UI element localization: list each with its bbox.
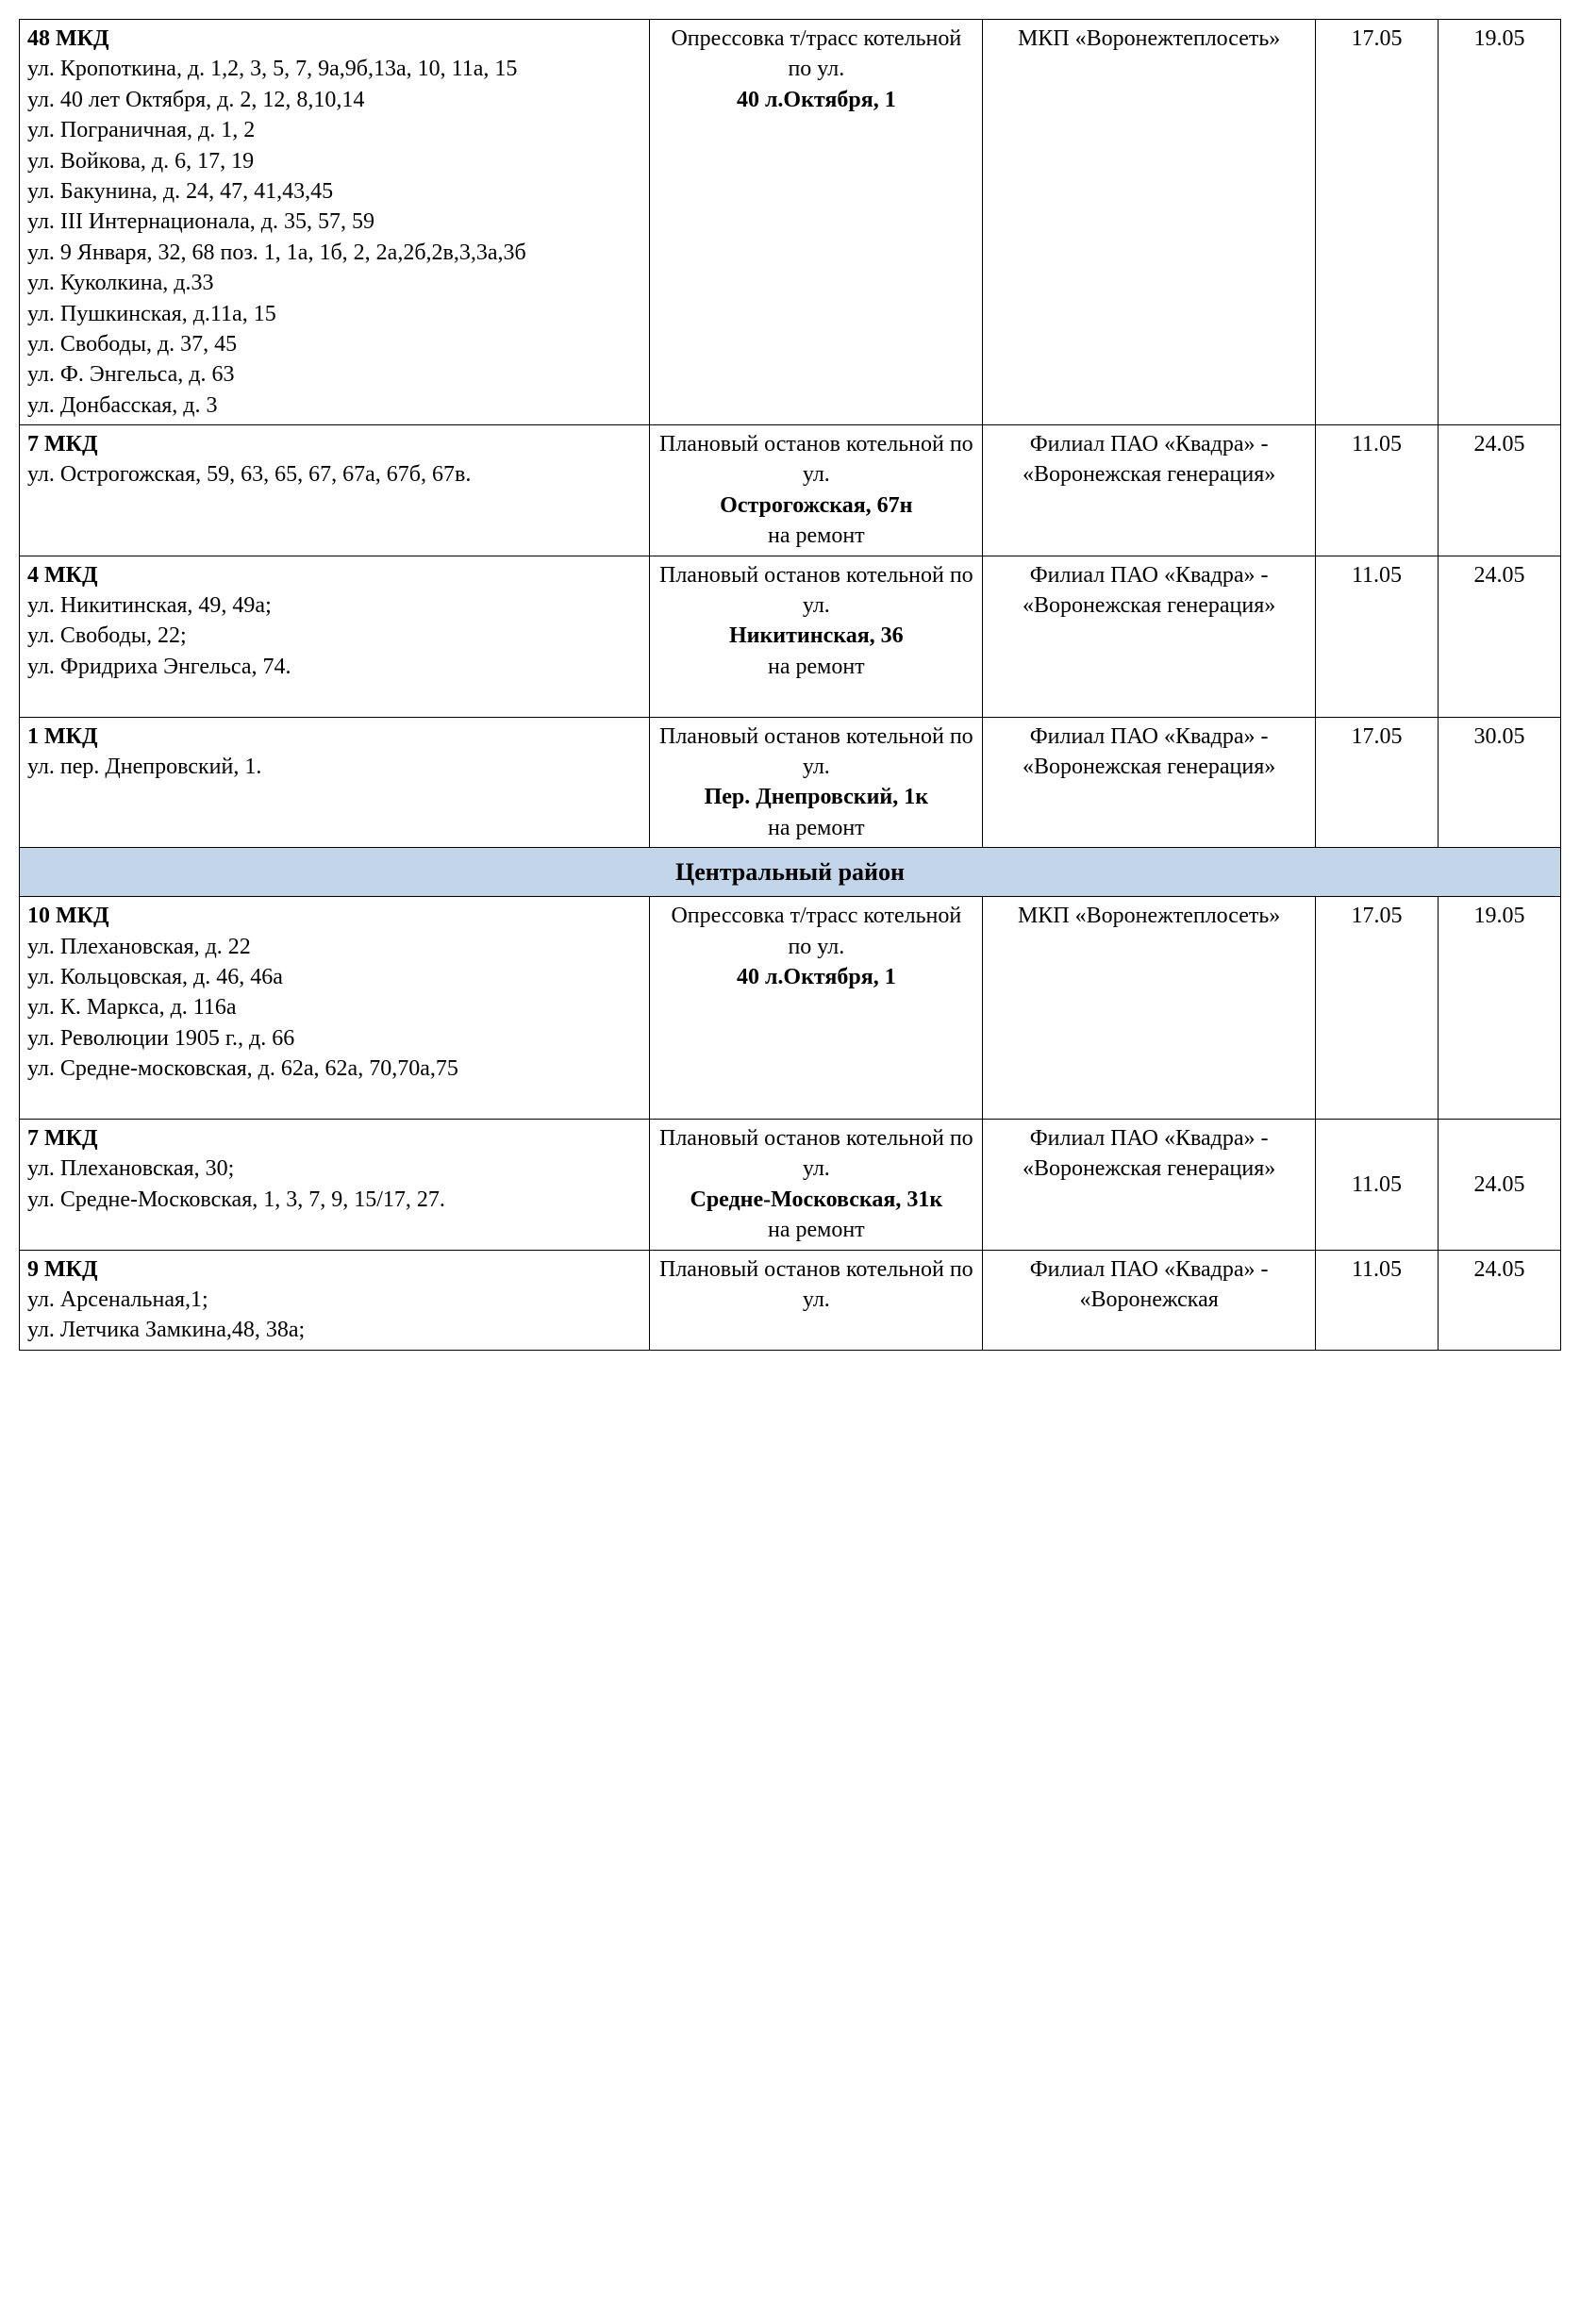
work-before: Плановый останов котельной по ул. <box>657 429 974 490</box>
date-end-cell: 24.05 <box>1438 1250 1560 1350</box>
table-row: 7 МКДул. Острогожская, 59, 63, 65, 67, 6… <box>20 425 1561 556</box>
work-after: на ремонт <box>657 813 974 843</box>
section-header-cell: Центральный район <box>20 848 1561 897</box>
table-row: 1 МКДул. пер. Днепровский, 1. Плановый о… <box>20 717 1561 848</box>
org-cell: Филиал ПАО «Квадра» - «Воронежская генер… <box>983 1119 1316 1250</box>
work-cell: Плановый останов котельной по ул.Острого… <box>650 425 983 556</box>
address-line: ул. Фридриха Энгельса, 74. <box>27 652 641 682</box>
address-padding <box>27 490 641 521</box>
table-row: 4 МКДул. Никитинская, 49, 49а;ул. Свобод… <box>20 556 1561 717</box>
table-row: 7 МКДул. Плехановская, 30;ул. Средне-Мос… <box>20 1119 1561 1250</box>
work-bold: Никитинская, 36 <box>657 621 974 651</box>
address-line: ул. К. Маркса, д. 116а <box>27 992 641 1022</box>
address-cell: 10 МКДул. Плехановская, д. 22ул. Кольцов… <box>20 897 650 1120</box>
date-start-cell: 11.05 <box>1316 425 1439 556</box>
address-line: ул. 9 Января, 32, 68 поз. 1, 1а, 1б, 2, … <box>27 238 641 268</box>
address-line: ул. Средне-московская, д. 62а, 62а, 70,7… <box>27 1054 641 1084</box>
address-cell: 48 МКДул. Кропоткина, д. 1,2, 3, 5, 7, 9… <box>20 20 650 425</box>
address-line: ул. Кропоткина, д. 1,2, 3, 5, 7, 9а,9б,1… <box>27 54 641 84</box>
date-end-cell: 19.05 <box>1438 897 1560 1120</box>
address-cell: 9 МКДул. Арсенальная,1;ул. Летчика Замки… <box>20 1250 650 1350</box>
address-line: ул. III Интернационала, д. 35, 57, 59 <box>27 207 641 237</box>
work-bold: Пер. Днепровский, 1к <box>657 782 974 812</box>
table-row: 10 МКДул. Плехановская, д. 22ул. Кольцов… <box>20 897 1561 1120</box>
address-title: 7 МКД <box>27 429 641 459</box>
address-line: ул. Плехановская, д. 22 <box>27 932 641 962</box>
table-row: 9 МКДул. Арсенальная,1;ул. Летчика Замки… <box>20 1250 1561 1350</box>
date-start-cell: 17.05 <box>1316 20 1439 425</box>
address-title: 1 МКД <box>27 722 641 752</box>
address-line: ул. Революции 1905 г., д. 66 <box>27 1023 641 1054</box>
work-cell: Плановый останов котельной по ул. <box>650 1250 983 1350</box>
address-title: 7 МКД <box>27 1123 641 1154</box>
work-bold: 40 л.Октября, 1 <box>657 85 974 115</box>
date-start-cell: 11.05 <box>1316 1119 1439 1250</box>
date-start-cell: 17.05 <box>1316 897 1439 1120</box>
address-line: ул. пер. Днепровский, 1. <box>27 752 641 782</box>
work-cell: Опрессовка т/трасс котельной по ул.40 л.… <box>650 897 983 1120</box>
address-title: 10 МКД <box>27 901 641 931</box>
address-line: ул. Донбасская, д. 3 <box>27 390 641 421</box>
address-line: ул. Острогожская, 59, 63, 65, 67, 67а, 6… <box>27 459 641 490</box>
address-line: ул. Пушкинская, д.11а, 15 <box>27 299 641 329</box>
work-before: Плановый останов котельной по ул. <box>657 722 974 783</box>
org-cell: Филиал ПАО «Квадра» - «Воронежская генер… <box>983 425 1316 556</box>
date-end-cell: 30.05 <box>1438 717 1560 848</box>
address-line: ул. Куколкина, д.33 <box>27 268 641 298</box>
address-line: ул. Арсенальная,1; <box>27 1285 641 1315</box>
address-line: ул. Пограничная, д. 1, 2 <box>27 115 641 145</box>
schedule-table: 48 МКДул. Кропоткина, д. 1,2, 3, 5, 7, 9… <box>19 19 1561 1351</box>
date-end-cell: 24.05 <box>1438 556 1560 717</box>
section-header-row: Центральный район <box>20 848 1561 897</box>
address-line: ул. Летчика Замкина,48, 38а; <box>27 1315 641 1345</box>
address-line: ул. Свободы, 22; <box>27 621 641 651</box>
date-end-cell: 19.05 <box>1438 20 1560 425</box>
work-after: на ремонт <box>657 652 974 682</box>
work-before: Плановый останов котельной по ул. <box>657 1254 974 1316</box>
work-cell: Плановый останов котельной по ул.Средне-… <box>650 1119 983 1250</box>
address-line: ул. Плехановская, 30; <box>27 1154 641 1184</box>
date-end-cell: 24.05 <box>1438 1119 1560 1250</box>
work-bold: Острогожская, 67н <box>657 490 974 521</box>
address-cell: 1 МКДул. пер. Днепровский, 1. <box>20 717 650 848</box>
date-start-cell: 11.05 <box>1316 556 1439 717</box>
org-cell: МКП «Воронежтеплосеть» <box>983 897 1316 1120</box>
work-before: Плановый останов котельной по ул. <box>657 560 974 622</box>
address-line: ул. Кольцовская, д. 46, 46а <box>27 962 641 992</box>
address-cell: 4 МКДул. Никитинская, 49, 49а;ул. Свобод… <box>20 556 650 717</box>
table-row: 48 МКДул. Кропоткина, д. 1,2, 3, 5, 7, 9… <box>20 20 1561 425</box>
org-cell: Филиал ПАО «Квадра» - «Воронежская <box>983 1250 1316 1350</box>
address-padding <box>27 782 641 812</box>
org-cell: Филиал ПАО «Квадра» - «Воронежская генер… <box>983 717 1316 848</box>
work-bold: Средне-Московская, 31к <box>657 1185 974 1215</box>
date-end-cell: 24.05 <box>1438 425 1560 556</box>
org-cell: Филиал ПАО «Квадра» - «Воронежская генер… <box>983 556 1316 717</box>
work-before: Плановый останов котельной по ул. <box>657 1123 974 1185</box>
work-after: на ремонт <box>657 1215 974 1245</box>
address-line: ул. 40 лет Октября, д. 2, 12, 8,10,14 <box>27 85 641 115</box>
address-line: ул. Войкова, д. 6, 17, 19 <box>27 146 641 176</box>
address-line: ул. Свободы, д. 37, 45 <box>27 329 641 359</box>
date-start-cell: 17.05 <box>1316 717 1439 848</box>
work-before: Опрессовка т/трасс котельной по ул. <box>657 901 974 962</box>
work-cell: Опрессовка т/трасс котельной по ул.40 л.… <box>650 20 983 425</box>
address-title: 9 МКД <box>27 1254 641 1285</box>
address-line: ул. Бакунина, д. 24, 47, 41,43,45 <box>27 176 641 207</box>
address-padding <box>27 1085 641 1115</box>
address-line: ул. Средне-Московская, 1, 3, 7, 9, 15/17… <box>27 1185 641 1215</box>
org-cell: МКП «Воронежтеплосеть» <box>983 20 1316 425</box>
address-cell: 7 МКДул. Плехановская, 30;ул. Средне-Мос… <box>20 1119 650 1250</box>
work-after: на ремонт <box>657 521 974 551</box>
address-line: ул. Ф. Энгельса, д. 63 <box>27 359 641 390</box>
address-title: 48 МКД <box>27 24 641 54</box>
address-line: ул. Никитинская, 49, 49а; <box>27 590 641 621</box>
address-title: 4 МКД <box>27 560 641 590</box>
work-bold: 40 л.Октября, 1 <box>657 962 974 992</box>
work-cell: Плановый останов котельной по ул.Пер. Дн… <box>650 717 983 848</box>
date-start-cell: 11.05 <box>1316 1250 1439 1350</box>
address-padding <box>27 682 641 712</box>
work-cell: Плановый останов котельной по ул.Никитин… <box>650 556 983 717</box>
address-cell: 7 МКДул. Острогожская, 59, 63, 65, 67, 6… <box>20 425 650 556</box>
work-before: Опрессовка т/трасс котельной по ул. <box>657 24 974 85</box>
